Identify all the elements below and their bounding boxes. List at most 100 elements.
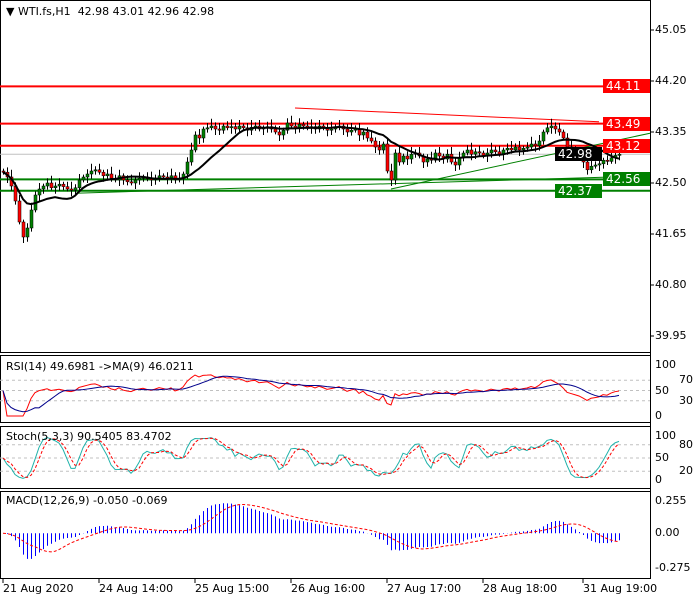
level-price-tag: 43.49 xyxy=(603,116,650,131)
candle xyxy=(37,188,42,196)
time-axis-label: 31 Aug 19:00 xyxy=(583,582,658,595)
candle xyxy=(289,122,294,127)
candle xyxy=(593,164,598,167)
rsi-line xyxy=(2,374,620,417)
candle xyxy=(533,143,538,147)
candle xyxy=(477,151,482,154)
candle xyxy=(65,186,70,190)
candle xyxy=(425,158,430,163)
candle xyxy=(377,146,382,151)
indicator-axis-label: 30 xyxy=(679,393,693,407)
indicator-axis-label: 0 xyxy=(655,473,662,486)
price-axis-label: 40.80 xyxy=(655,278,687,291)
candle xyxy=(237,125,242,130)
candle xyxy=(193,134,198,151)
candle xyxy=(81,176,86,181)
candle xyxy=(329,128,334,131)
stoch-signal-line xyxy=(2,437,620,478)
macd-signal-line xyxy=(2,503,620,553)
rsi-label: RSI(14) 49.6981 ->MA(9) 46.0211 xyxy=(6,360,194,373)
candle xyxy=(521,147,526,151)
candle xyxy=(525,146,530,149)
candle xyxy=(549,125,554,129)
rsi-ma-line xyxy=(2,375,620,413)
candle xyxy=(97,169,102,173)
moving-average-line xyxy=(2,125,620,206)
candle xyxy=(453,161,458,166)
candle xyxy=(349,129,354,133)
level-price-tag: 44.11 xyxy=(603,79,650,94)
candle xyxy=(393,152,398,181)
candle xyxy=(273,128,278,133)
candle xyxy=(189,149,194,163)
price-axis-label: 43.35 xyxy=(655,125,687,138)
candle xyxy=(405,155,410,160)
time-axis-label: 24 Aug 14:00 xyxy=(99,582,174,595)
candle xyxy=(545,127,550,133)
candle xyxy=(53,185,58,189)
candle xyxy=(361,131,366,136)
time-axis-label: 26 Aug 16:00 xyxy=(291,582,366,595)
time-axis-label: 28 Aug 18:00 xyxy=(483,582,558,595)
indicator-axis-label: -0.275 xyxy=(655,561,691,574)
candle xyxy=(385,143,390,172)
collapse-triangle-icon[interactable]: ▼ xyxy=(6,5,15,18)
indicator-axis-label: 70 xyxy=(679,373,693,387)
candle xyxy=(21,221,26,238)
price-axis-label: 45.05 xyxy=(655,23,687,36)
candle xyxy=(233,126,238,130)
candle xyxy=(609,157,614,162)
candle xyxy=(105,173,110,177)
candle xyxy=(517,146,522,151)
candle xyxy=(129,181,134,184)
candle xyxy=(473,151,478,155)
candle xyxy=(541,131,546,142)
candle xyxy=(221,125,226,131)
price-axis-label: 42.50 xyxy=(655,176,687,189)
candle xyxy=(281,129,286,136)
candle xyxy=(457,157,462,166)
indicator-axis-label: 100 xyxy=(655,358,676,371)
candle xyxy=(557,128,562,133)
candle xyxy=(185,161,190,175)
current-price-tag: 42.98 xyxy=(555,147,602,162)
candle xyxy=(465,149,470,154)
symbol-label: WTI.fs,H1 xyxy=(17,5,71,18)
candle xyxy=(213,125,218,130)
candle xyxy=(125,179,130,183)
macd-label: MACD(12,26,9) -0.050 -0.069 xyxy=(6,494,168,507)
candle xyxy=(109,173,114,179)
candle xyxy=(161,175,166,178)
candle xyxy=(197,134,202,139)
candle xyxy=(17,200,22,223)
candle xyxy=(529,143,534,148)
candle xyxy=(389,170,394,181)
trendline xyxy=(74,175,651,194)
candle xyxy=(597,163,602,166)
candle xyxy=(205,127,210,130)
candle xyxy=(77,179,82,189)
candle xyxy=(537,140,542,147)
indicator-axis-label: 50 xyxy=(655,383,669,397)
candle xyxy=(561,131,566,139)
candle xyxy=(277,131,282,136)
candle xyxy=(85,173,90,178)
candle xyxy=(41,185,46,190)
indicator-axis-label: 0.00 xyxy=(655,526,680,540)
candle xyxy=(381,143,386,151)
candle xyxy=(25,227,30,238)
candle xyxy=(93,169,98,172)
candle xyxy=(489,149,494,154)
candle xyxy=(241,125,246,129)
candle xyxy=(493,149,498,153)
ohlc-readout: 42.98 43.01 42.96 42.98 xyxy=(77,5,215,18)
level-price-tag: 42.56 xyxy=(603,172,650,187)
indicator-axis-label: 50 xyxy=(655,451,669,464)
indicator-axis-label: 0.255 xyxy=(655,494,687,507)
chart-header: ▼ WTI.fs,H1 42.98 43.01 42.96 42.98 xyxy=(6,5,214,18)
indicator-axis-label: 0 xyxy=(655,409,662,422)
time-axis-label: 25 Aug 15:00 xyxy=(195,582,270,595)
candle xyxy=(365,131,370,139)
candle xyxy=(89,170,94,175)
